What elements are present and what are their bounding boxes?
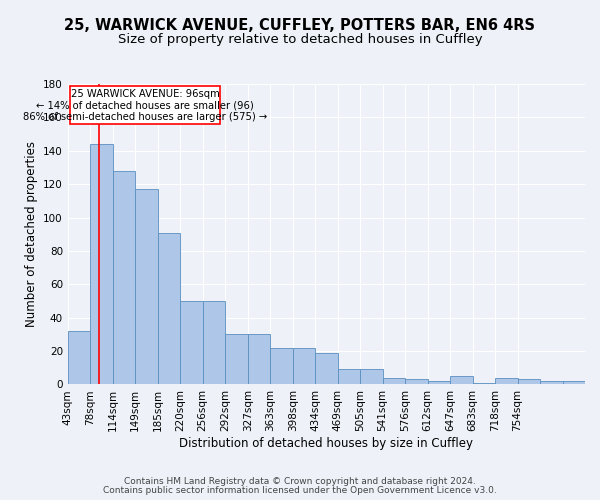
Bar [90,144,113,384]
Bar [135,189,158,384]
Text: 25 WARWICK AVENUE: 96sqm: 25 WARWICK AVENUE: 96sqm [71,89,219,99]
Bar [518,380,540,384]
Bar [338,370,360,384]
Bar [540,381,563,384]
Bar [68,331,90,384]
X-axis label: Distribution of detached houses by size in Cuffley: Distribution of detached houses by size … [179,437,473,450]
Y-axis label: Number of detached properties: Number of detached properties [25,141,38,327]
Text: Size of property relative to detached houses in Cuffley: Size of property relative to detached ho… [118,32,482,46]
FancyBboxPatch shape [70,86,220,124]
Bar [495,378,518,384]
Bar [450,376,473,384]
Bar [473,383,495,384]
Text: 86% of semi-detached houses are larger (575) →: 86% of semi-detached houses are larger (… [23,112,267,122]
Bar [270,348,293,385]
Bar [563,381,585,384]
Bar [428,381,450,384]
Bar [225,334,248,384]
Bar [203,301,225,384]
Bar [360,370,383,384]
Bar [383,378,405,384]
Bar [180,301,203,384]
Bar [158,232,180,384]
Text: ← 14% of detached houses are smaller (96): ← 14% of detached houses are smaller (96… [36,100,254,110]
Bar [405,380,428,384]
Text: Contains public sector information licensed under the Open Government Licence v3: Contains public sector information licen… [103,486,497,495]
Bar [293,348,315,385]
Bar [248,334,270,384]
Text: 25, WARWICK AVENUE, CUFFLEY, POTTERS BAR, EN6 4RS: 25, WARWICK AVENUE, CUFFLEY, POTTERS BAR… [65,18,536,32]
Bar [113,171,135,384]
Text: Contains HM Land Registry data © Crown copyright and database right 2024.: Contains HM Land Registry data © Crown c… [124,477,476,486]
Bar [315,352,338,384]
